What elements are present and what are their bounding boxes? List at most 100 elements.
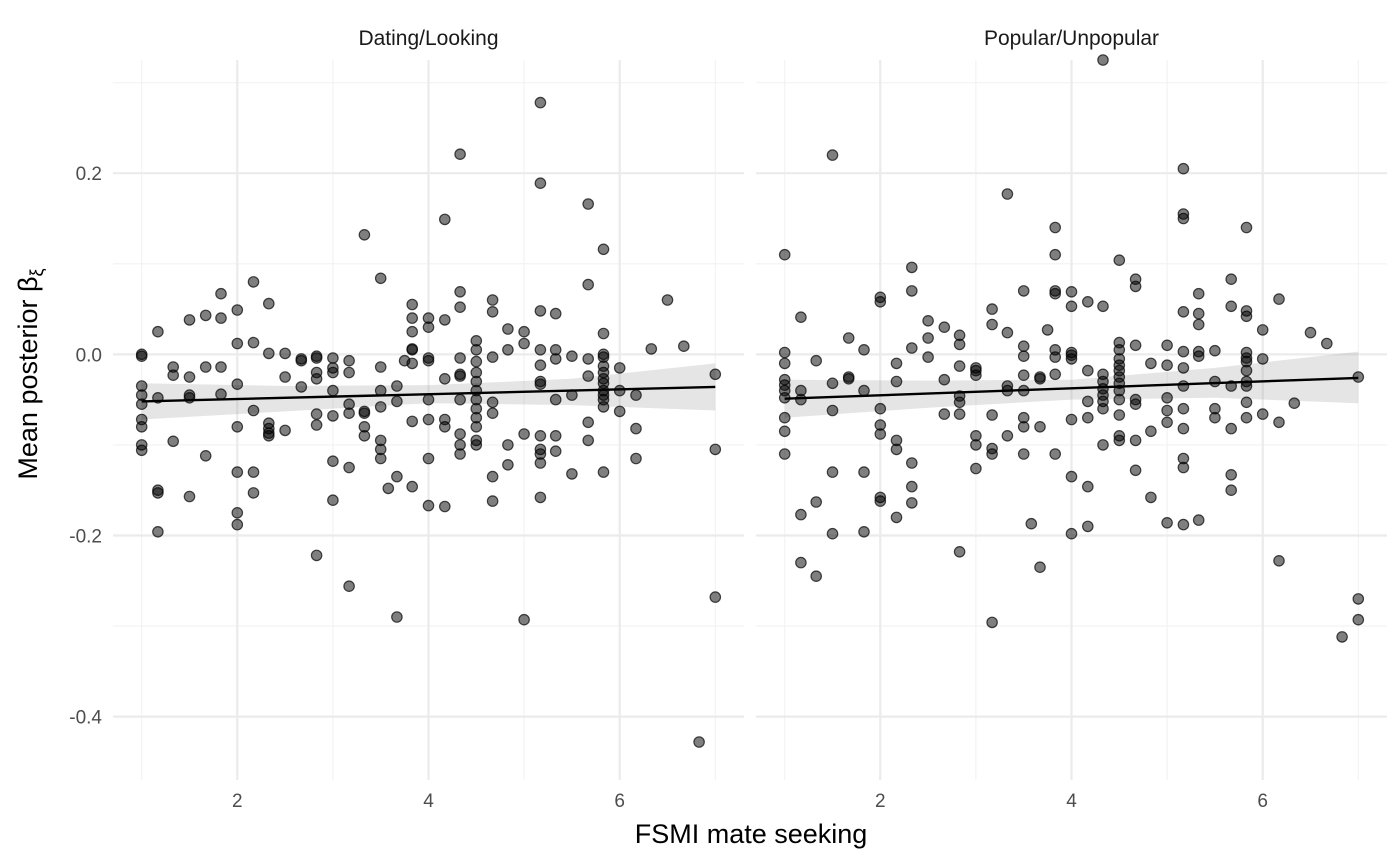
- data-point: [1065, 470, 1078, 483]
- data-point: [874, 295, 887, 308]
- data-point: [566, 468, 578, 480]
- data-point: [262, 347, 275, 360]
- data-point: [582, 434, 594, 447]
- confidence-band-popular-unpopular: [784, 351, 1359, 418]
- data-point: [1240, 221, 1253, 234]
- data-point: [358, 229, 371, 241]
- data-point: [438, 213, 451, 226]
- data-point: [534, 305, 547, 317]
- y-axis-title: Mean posterior βξ: [13, 268, 47, 479]
- data-point: [279, 424, 291, 437]
- data-point: [810, 570, 822, 582]
- data-point: [310, 408, 323, 420]
- data-point: [422, 354, 435, 367]
- data-point: [1113, 254, 1126, 267]
- data-point: [1129, 434, 1142, 447]
- data-point: [1177, 380, 1190, 392]
- data-point: [1001, 429, 1014, 442]
- data-point: [970, 462, 982, 475]
- data-point: [905, 457, 918, 469]
- data-point: [454, 148, 466, 160]
- x-tick-label: 6: [614, 791, 625, 812]
- panel-title-popular-unpopular: Popular/Unpopular: [984, 27, 1159, 50]
- data-point: [778, 425, 791, 438]
- data-point: [374, 361, 387, 373]
- data-point: [549, 307, 562, 320]
- data-point: [953, 408, 966, 420]
- data-point: [1273, 416, 1285, 429]
- data-point: [874, 428, 887, 440]
- y-axis-title-subscript: ξ: [27, 268, 47, 276]
- y-axis-title-main: Mean posterior β: [13, 276, 43, 479]
- data-point: [152, 525, 164, 538]
- fit-line: [784, 376, 1359, 400]
- data-point: [1082, 295, 1094, 308]
- data-point: [1049, 368, 1061, 381]
- data-point: [310, 372, 323, 385]
- data-point: [486, 396, 499, 409]
- data-point: [582, 370, 594, 382]
- data-point: [1240, 396, 1253, 409]
- data-point: [1240, 310, 1253, 323]
- data-point: [1145, 491, 1157, 504]
- y-tick-label: 0.0: [76, 345, 102, 366]
- data-point: [343, 461, 355, 474]
- data-point: [183, 490, 196, 503]
- data-point: [502, 343, 514, 356]
- data-point: [454, 448, 466, 460]
- x-tick-label: 4: [1066, 791, 1077, 812]
- data-point: [534, 96, 547, 109]
- data-point: [1082, 480, 1094, 493]
- data-point: [534, 429, 547, 442]
- data-point: [215, 388, 227, 400]
- data-point: [922, 332, 934, 344]
- data-point: [874, 402, 887, 415]
- data-point: [502, 439, 514, 451]
- data-point: [343, 580, 355, 592]
- data-point: [858, 466, 870, 478]
- data-point: [549, 445, 562, 457]
- data-point: [1336, 631, 1348, 643]
- data-point: [905, 497, 918, 509]
- data-point: [1225, 422, 1237, 435]
- data-point: [534, 359, 547, 371]
- data-point: [938, 373, 951, 386]
- confidence-band-dating-looking: [141, 363, 716, 420]
- data-point: [343, 354, 355, 367]
- data-point: [1049, 248, 1061, 261]
- points-popular-unpopular: [778, 54, 1365, 643]
- data-point: [1225, 300, 1237, 313]
- data-point: [518, 337, 530, 350]
- data-point: [1177, 422, 1190, 435]
- data-point: [534, 378, 547, 390]
- data-point: [810, 496, 822, 508]
- data-point: [953, 545, 966, 558]
- y-tick-label: -0.4: [69, 708, 102, 729]
- data-point: [1177, 362, 1190, 374]
- data-point: [470, 420, 483, 433]
- data-point: [1192, 287, 1205, 300]
- data-point: [231, 420, 244, 433]
- data-point: [1065, 285, 1078, 298]
- data-point: [1082, 395, 1094, 408]
- x-axis-ticks: 2 4 6 2 4 6: [232, 791, 1268, 812]
- data-point: [582, 198, 594, 210]
- data-point: [391, 395, 403, 408]
- data-point: [795, 393, 807, 406]
- confidence-band: [784, 351, 1359, 418]
- data-point: [406, 357, 418, 370]
- data-point: [597, 243, 610, 256]
- data-point: [310, 549, 323, 562]
- data-point: [953, 396, 966, 409]
- data-point: [1049, 221, 1061, 234]
- data-point: [199, 449, 212, 462]
- data-point: [454, 352, 466, 364]
- data-point: [518, 613, 530, 626]
- data-point: [970, 369, 982, 381]
- data-point: [986, 448, 998, 460]
- data-point: [295, 381, 308, 393]
- data-point: [1041, 324, 1054, 336]
- data-point: [778, 411, 791, 424]
- data-point: [406, 325, 418, 338]
